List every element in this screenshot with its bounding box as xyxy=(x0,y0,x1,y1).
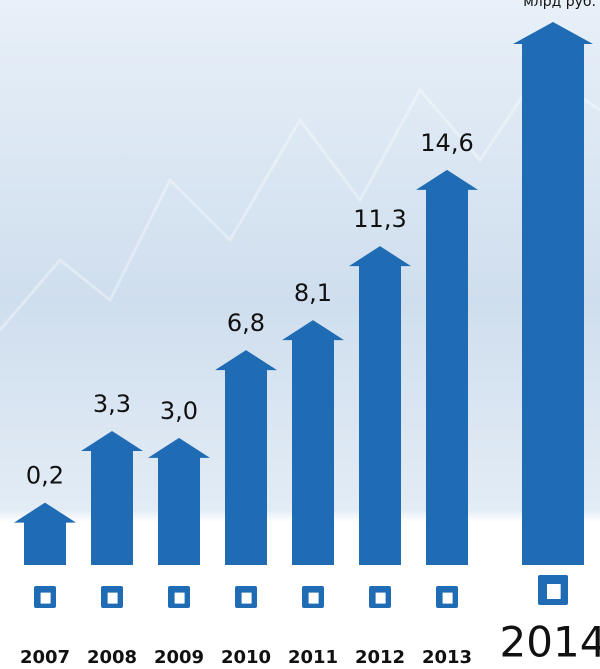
arrow-bar xyxy=(14,502,76,565)
box-icon-label xyxy=(442,592,453,604)
box-icon-label xyxy=(375,592,386,604)
box-icon-label xyxy=(241,592,252,604)
x-tick-label: 2009 xyxy=(154,647,204,668)
arrow-bar xyxy=(349,246,411,566)
value-label: 0,2 xyxy=(26,462,64,490)
x-tick-label: 2014 xyxy=(500,618,600,667)
x-tick-label: 2010 xyxy=(221,647,271,668)
x-tick-label: 2008 xyxy=(87,647,137,668)
background-line xyxy=(0,67,600,331)
arrow-bar xyxy=(215,350,277,565)
box-icon-label xyxy=(174,592,185,604)
value-label: 3,0 xyxy=(160,397,198,425)
value-label: 3,3 xyxy=(93,390,131,418)
box-icon-label xyxy=(40,592,51,604)
arrow-bar xyxy=(282,320,344,565)
arrow-bar xyxy=(513,22,593,565)
unit-label: млрд руб. xyxy=(523,0,596,10)
arrow-bar xyxy=(416,169,478,565)
box-icon-label xyxy=(107,592,118,604)
value-label: 11,3 xyxy=(353,205,406,233)
x-tick-label: 2012 xyxy=(355,647,405,668)
box-icon-label xyxy=(547,584,561,599)
x-tick-label: 2013 xyxy=(422,647,472,668)
value-label: 6,8 xyxy=(227,309,265,337)
x-tick-label: 2011 xyxy=(288,647,338,668)
footer-background xyxy=(0,600,600,669)
box-icon-label xyxy=(308,592,319,604)
x-tick-label: 2007 xyxy=(20,647,70,668)
arrow-bar xyxy=(81,430,143,565)
value-label: 8,1 xyxy=(294,279,332,307)
arrow-bar xyxy=(148,437,210,565)
value-label: 14,6 xyxy=(420,129,473,157)
